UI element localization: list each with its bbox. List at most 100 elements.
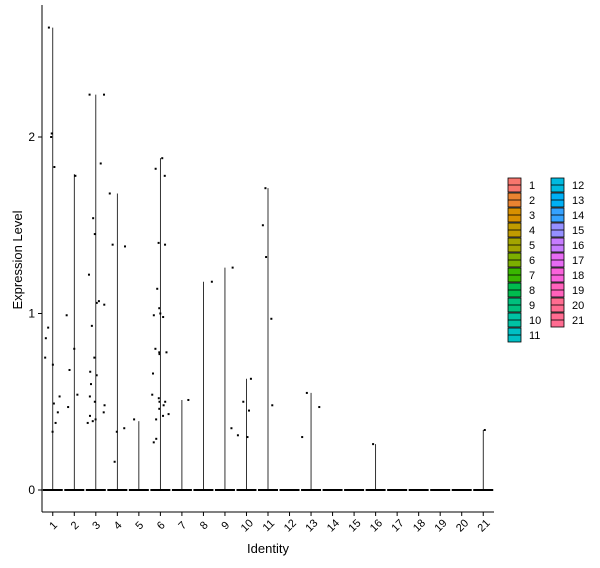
x-tick-label: 13 [303,517,320,534]
data-point [158,400,161,403]
data-point [95,374,98,377]
data-point [123,427,126,430]
x-tick-label: 11 [261,518,278,535]
data-point [113,460,116,463]
x-tick-label: 12 [282,517,299,534]
data-point [44,356,47,359]
data-point [50,136,53,138]
legend-label: 21 [572,315,584,327]
data-point [483,428,486,431]
legend-label: 12 [572,180,584,192]
x-tick-label: 3 [90,519,103,532]
x-tick-label: 7 [176,519,189,532]
legend-label: 20 [572,300,584,312]
data-point [103,303,106,306]
data-point [74,174,77,177]
data-point [164,400,167,403]
data-point [249,377,252,380]
data-point [236,434,239,437]
legend-label: 7 [529,270,535,282]
data-point [47,26,50,29]
data-point [164,243,167,246]
data-point [163,174,166,177]
y-tick-label: 0 [28,483,35,497]
x-tick-label: 9 [219,519,232,532]
data-point [210,280,213,283]
data-point [152,314,155,317]
data-point [95,301,98,304]
data-point [53,166,56,169]
legend-label: 9 [529,300,535,312]
data-point [372,443,375,446]
x-tick-label: 19 [432,517,449,534]
x-tick-label: 6 [155,519,168,532]
data-point [76,393,79,396]
data-point [44,337,47,340]
data-point [124,245,127,248]
data-point [152,441,155,444]
data-point [73,347,76,350]
data-point [165,351,168,354]
data-point [151,393,154,396]
data-point [270,317,273,320]
data-point [92,217,95,220]
legend-label: 8 [529,285,535,297]
x-tick-label: 1 [47,519,60,532]
legend-label: 17 [572,255,584,267]
x-tick-label: 15 [346,517,363,534]
data-point [108,192,111,195]
legend-label: 18 [572,270,584,282]
x-tick-label: 5 [133,519,146,532]
x-tick-label: 2 [69,519,82,532]
x-axis-label: Identity [247,541,289,556]
legend-label: 13 [572,195,584,207]
x-tick-label: 8 [198,519,211,532]
data-point [157,397,160,400]
data-point [65,314,68,317]
data-point [318,406,321,409]
data-point [155,437,158,440]
data-point [54,421,57,424]
legend-label: 5 [529,240,535,252]
data-point [167,413,170,416]
data-point [94,418,97,421]
data-point [68,368,71,371]
data-point [157,241,160,244]
x-tick-label: 4 [112,519,125,532]
x-tick-label: 14 [325,517,342,534]
data-point [155,418,158,421]
data-point [90,324,93,327]
data-point [88,395,91,398]
data-point [154,167,157,170]
data-point [47,326,50,329]
data-point [88,414,91,417]
data-point [159,312,162,315]
data-point [99,162,102,165]
x-tick-label: 16 [368,517,385,534]
data-point [103,404,106,407]
data-point [86,421,89,424]
data-point [93,356,96,359]
legend-label: 1 [529,180,535,192]
legend-label: 4 [529,225,535,237]
legend-label: 16 [572,240,584,252]
data-point [158,353,161,356]
y-axis-label: Expression Level [10,210,25,309]
data-point [152,372,155,375]
data-point [52,402,55,405]
y-tick-label: 1 [28,307,35,321]
data-point [187,398,190,401]
data-point [230,427,233,430]
data-point [87,273,90,276]
data-point [56,411,59,414]
data-point [261,224,264,227]
data-point [67,406,70,409]
data-point [248,409,251,412]
data-point [158,407,161,410]
data-point [271,404,274,407]
x-tick-label: 17 [389,517,406,534]
data-point [162,404,165,407]
data-point [89,383,92,386]
data-point [51,363,54,366]
